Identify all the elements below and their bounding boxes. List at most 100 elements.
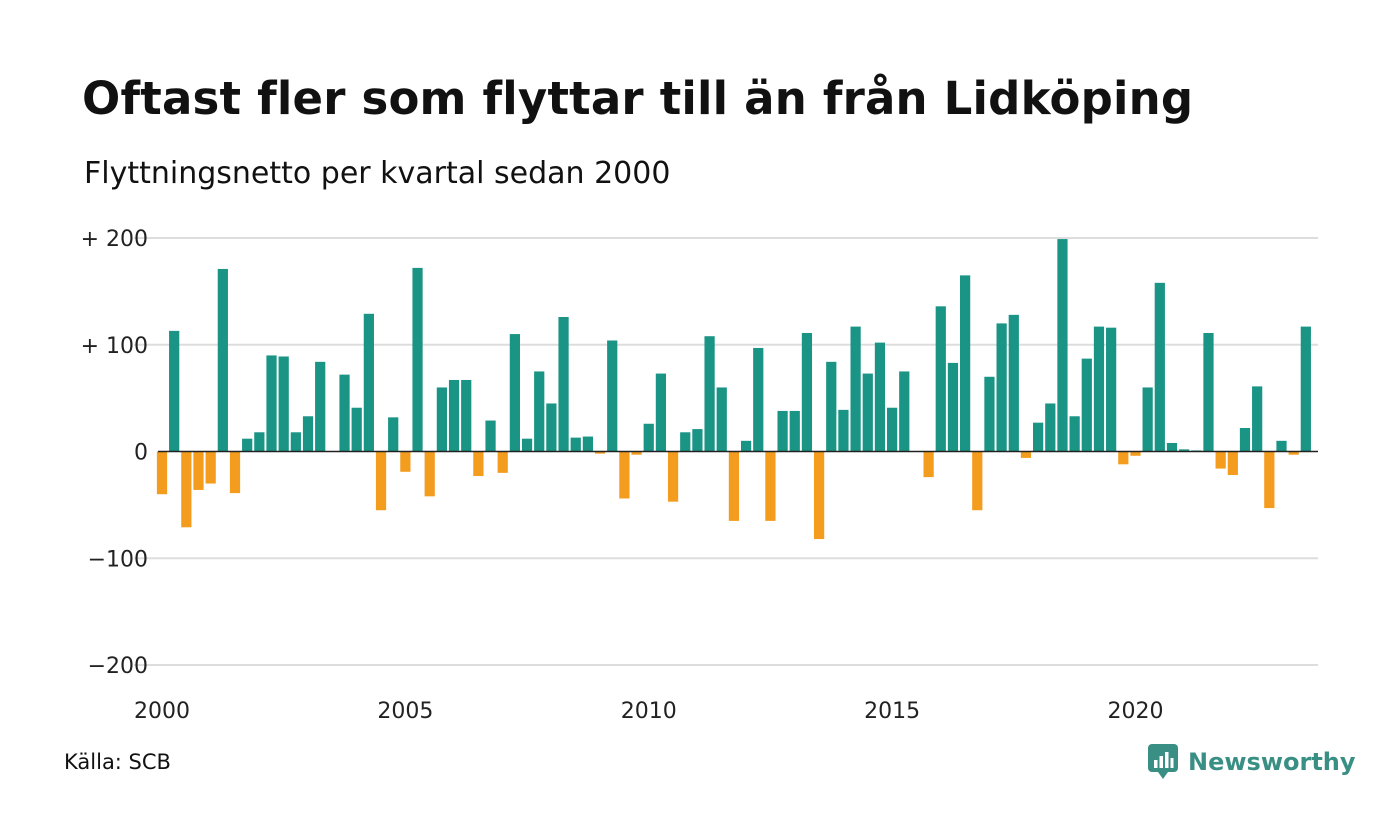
x-tick-label: 2005 (377, 699, 433, 724)
bar-2001K1: 2001K1: -30 (205, 451, 216, 484)
bar-2000K3: 2000K3: -71 (181, 451, 192, 528)
bar-2018K1: 2018K1: 27 (1033, 422, 1044, 452)
y-tick-label: 0 (134, 441, 148, 466)
bar-2009K1: 2009K1: -2 (594, 451, 606, 454)
bar-2007K2: 2007K2: 110 (509, 334, 520, 452)
bar-2011K1: 2011K1: 21 (692, 429, 703, 452)
bar-2019K3: 2019K3: 116 (1106, 327, 1117, 452)
bar-2002K2: 2002K2: 90 (266, 355, 277, 452)
bar-2007K4: 2007K4: 75 (534, 371, 545, 452)
bar-2019K1: 2019K1: 87 (1081, 358, 1092, 452)
bar-2019K4: 2019K4: -12 (1118, 451, 1129, 465)
bar-2004K2: 2004K2: 129 (363, 313, 374, 452)
bar-2008K3: 2008K3: 13 (570, 437, 581, 452)
brand-logo: Newsworthy (1148, 744, 1356, 780)
bar-2018K3: 2018K3: 199 (1057, 239, 1068, 452)
bar-2002K4: 2002K4: 18 (290, 432, 301, 452)
bar-2003K4: 2003K4: 72 (339, 374, 350, 452)
bar-2005K4: 2005K4: 60 (436, 387, 447, 452)
bar-2020K2: 2020K2: 60 (1142, 387, 1153, 452)
bar-2016K3: 2016K3: 165 (960, 275, 971, 452)
bar-2006K1: 2006K1: 67 (448, 379, 460, 452)
y-tick-label: + 200 (81, 227, 148, 252)
bars: 2000K1: -402000K2: 1132000K3: -712000K4:… (156, 239, 1311, 540)
bar-2020K3: 2020K3: 158 (1154, 282, 1165, 452)
bar-2000K1: 2000K1: -40 (156, 451, 168, 495)
bar-2022K3: 2022K3: 61 (1252, 386, 1263, 452)
bar-2016K2: 2016K2: 83 (947, 362, 959, 452)
bar-2020K1: 2020K1: -4 (1130, 451, 1141, 456)
bar-2011K3: 2011K3: 60 (716, 387, 727, 452)
bar-2013K4: 2013K4: 84 (826, 361, 837, 452)
bar-2008K4: 2008K4: 14 (582, 436, 594, 452)
bar-2002K3: 2002K3: 89 (278, 356, 289, 452)
bar-2017K1: 2017K1: 70 (984, 376, 995, 452)
source-note: Källa: SCB (64, 750, 171, 774)
bar-2005K2: 2005K2: 172 (412, 267, 423, 452)
x-axis-ticks: 2000 2005 2010 2015 2020 (134, 699, 1163, 724)
bar-2009K4: 2009K4: -3 (631, 451, 642, 455)
bar-2007K3: 2007K3: 12 (521, 438, 533, 452)
bar-2009K2: 2009K2: 104 (607, 340, 618, 452)
x-tick-label: 2010 (621, 699, 677, 724)
bar-2016K1: 2016K1: 136 (935, 306, 946, 452)
x-tick-label: 2020 (1107, 699, 1163, 724)
bar-2023K1: 2023K1: 10 (1276, 440, 1287, 452)
bar-2006K2: 2006K2: 67 (461, 379, 472, 452)
bar-2013K2: 2013K2: 111 (801, 333, 813, 452)
bar-2008K2: 2008K2: 126 (558, 316, 569, 452)
bar-2004K4: 2004K4: 32 (388, 417, 399, 452)
bar-2000K4: 2000K4: -36 (193, 451, 204, 490)
bar-2005K1: 2005K1: -19 (400, 451, 411, 472)
bar-2023K2: 2023K2: -3 (1288, 451, 1299, 455)
bar-2014K3: 2014K3: 73 (862, 373, 873, 452)
x-tick-label: 2015 (864, 699, 920, 724)
bar-2012K1: 2012K1: 10 (740, 440, 752, 452)
bar-2022K2: 2022K2: 22 (1239, 428, 1251, 452)
bar-2014K2: 2014K2: 117 (850, 326, 861, 452)
bar-2008K1: 2008K1: 45 (546, 403, 557, 452)
bar-2017K2: 2017K2: 120 (996, 323, 1007, 452)
x-tick-label: 2000 (134, 699, 190, 724)
bar-2009K3: 2009K3: -44 (619, 451, 630, 499)
bar-2018K2: 2018K2: 45 (1045, 403, 1056, 452)
bar-2010K3: 2010K3: -47 (667, 451, 679, 502)
bar-2001K4: 2001K4: 12 (242, 438, 253, 452)
bar-2011K4: 2011K4: -65 (728, 451, 740, 521)
bar-2023K3: 2023K3: 117 (1300, 326, 1311, 452)
bar-2017K3: 2017K3: 128 (1008, 314, 1019, 452)
bar-2015K2: 2015K2: 75 (899, 371, 910, 452)
y-tick-label: −200 (88, 654, 148, 679)
bar-2006K4: 2006K4: 29 (485, 420, 496, 452)
y-tick-label: −100 (88, 547, 148, 572)
bar-2003K1: 2003K1: 33 (302, 416, 314, 452)
bar-2020K4: 2020K4: 8 (1166, 442, 1178, 452)
bar-2001K3: 2001K3: -39 (229, 451, 241, 494)
bar-2021K1: 2021K1: 2 (1179, 449, 1190, 452)
bar-2015K4: 2015K4: -24 (923, 451, 934, 478)
bar-2004K1: 2004K1: 41 (351, 407, 362, 452)
bar-2013K1: 2013K1: 38 (789, 410, 800, 452)
bar-2012K2: 2012K2: 97 (753, 347, 764, 452)
bar-2000K2: 2000K2: 113 (169, 330, 180, 452)
bar-2001K2: 2001K2: 171 (217, 268, 228, 452)
bar-2010K2: 2010K2: 73 (655, 373, 667, 452)
bar-2019K2: 2019K2: 117 (1093, 326, 1105, 452)
bar-2012K3: 2012K3: -65 (765, 451, 776, 521)
bar-2022K1: 2022K1: -22 (1227, 451, 1238, 475)
bar-2017K4: 2017K4: -6 (1020, 451, 1032, 458)
bar-2011K2: 2011K2: 108 (704, 336, 715, 452)
bar-2014K1: 2014K1: 39 (838, 409, 849, 452)
bar-2007K1: 2007K1: -20 (497, 451, 508, 473)
newsworthy-logo-icon (1148, 744, 1178, 779)
grid-lines (134, 237, 1318, 666)
y-tick-label: + 100 (81, 334, 148, 359)
chart-title: Oftast fler som flyttar till än från Lid… (82, 72, 1194, 125)
bar-2018K4: 2018K4: 33 (1069, 416, 1080, 452)
bar-2010K4: 2010K4: 18 (680, 432, 691, 452)
chart-subtitle: Flyttningsnetto per kvartal sedan 2000 (84, 156, 671, 191)
bar-2005K3: 2005K3: -42 (424, 451, 435, 497)
bar-2022K4: 2022K4: -53 (1264, 451, 1275, 509)
bar-2015K1: 2015K1: 41 (886, 407, 898, 452)
